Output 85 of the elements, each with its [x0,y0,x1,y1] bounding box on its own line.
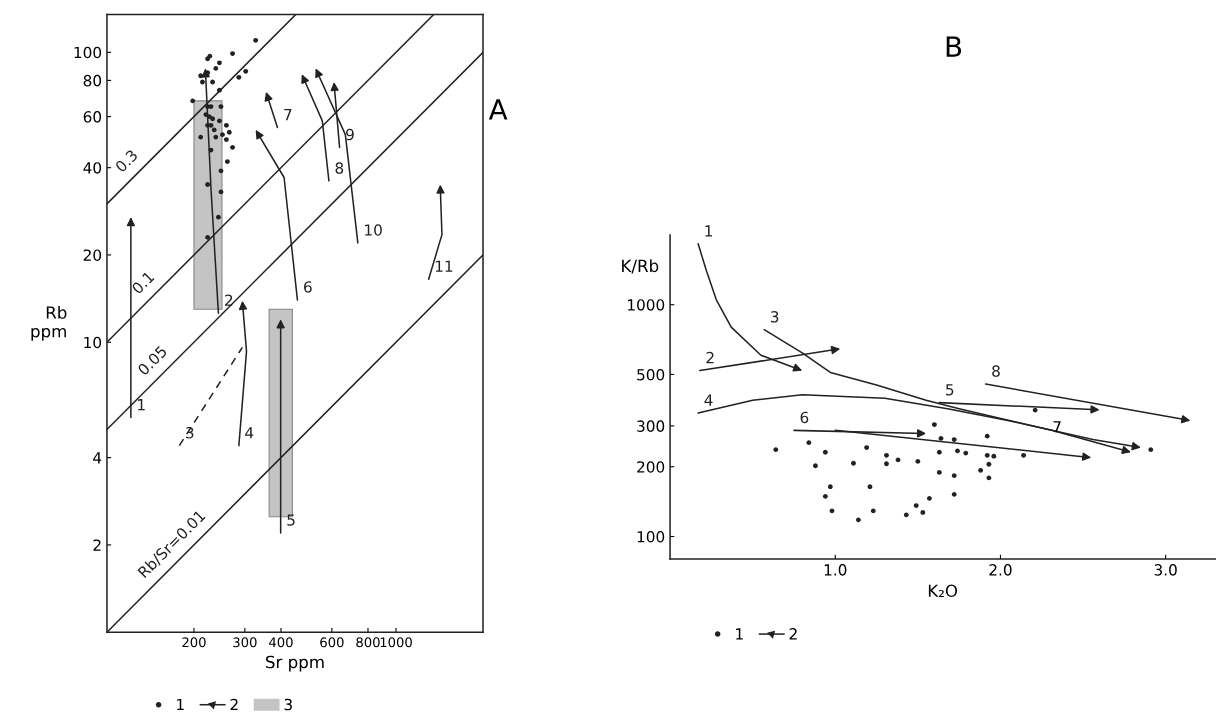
point [920,510,926,515]
y-tick-label: 60 [83,111,102,123]
annotation: 2 [706,351,714,364]
point [913,503,919,508]
x-tick-label: 400 [269,637,293,648]
annotation: 7 [1053,421,1061,433]
point [951,473,957,479]
series-label: 11 [435,260,453,272]
x-tick-label: 2.0 [989,564,1012,576]
y-tick-label: 80 [83,74,102,87]
x-axis-title: Sr ppm [266,655,324,672]
series-label: 8 [335,162,344,174]
point [827,484,833,490]
annotation: 1 [705,225,713,237]
point [813,463,818,469]
x-tick-label: 200 [182,637,206,648]
series-label: 6 [304,281,312,293]
y-tick-label: 500 [637,368,665,381]
annotation: 1 [138,399,145,411]
y-tick-label: 20 [83,249,102,261]
series-label: 10 [365,224,382,236]
legend-label: 2 [230,698,238,711]
series-label: 8 [992,365,1000,377]
point [951,491,957,497]
series-label: 5 [287,514,295,526]
text: 3 [284,698,292,711]
point [822,449,828,455]
point [963,450,969,456]
y-tick-label: 200 [637,461,665,473]
x-tick-label: 300 [233,637,257,648]
y-tick-label: 2 [93,539,101,551]
series-label: 3 [770,311,779,323]
y-axis-title: Rb ppm [31,305,67,341]
text: A [488,99,508,120]
y-tick-label: 40 [83,162,102,174]
point [931,422,937,427]
point [1021,452,1026,458]
x-tick-label: 600 [320,637,344,648]
series-label: 3 [186,426,194,439]
point [936,470,942,475]
point [927,496,932,501]
point [773,447,779,453]
point [864,445,870,450]
point [978,467,984,473]
series-label: 5 [946,384,954,396]
x-tick-label: 1000 [380,637,412,648]
text: 0.3 [114,149,139,173]
legend-label: 1 [736,628,743,640]
y-axis-title: K/Rb [622,259,659,274]
series-label: 4 [245,427,254,439]
point [867,484,873,490]
y-tick-label: 1000 [628,299,665,311]
y-tick-label: 10 [84,336,102,349]
x-axis-title: K₂O [928,584,958,598]
point [822,493,828,499]
x-tick-label: 800 [356,637,380,648]
y-tick-label: 4 [93,452,102,464]
point [884,452,889,458]
point [884,461,889,467]
y-tick-label: 100 [74,46,102,59]
series-label: 6 [800,411,809,424]
legend-label: 2 [789,628,797,640]
point [936,449,942,455]
series-label: 4 [704,394,713,406]
point [1148,447,1154,453]
point [903,512,909,518]
legend-label: 1 [177,698,184,711]
point [991,453,997,459]
text: 0.1 [131,270,155,295]
series-label: 9 [346,128,354,141]
point [951,437,957,442]
x-tick-label: 1.0 [824,564,847,576]
y-tick-label: 300 [637,420,665,432]
point [915,458,921,464]
point [870,508,876,514]
point [984,433,990,439]
point [806,440,812,446]
series-label: 7 [284,109,292,121]
y-tick-label: 100 [637,530,665,543]
x-tick-label: 3.0 [1154,564,1177,576]
point [984,452,990,458]
chart-title: B [946,36,962,57]
point [855,517,861,523]
point [986,461,992,467]
point [851,460,856,466]
